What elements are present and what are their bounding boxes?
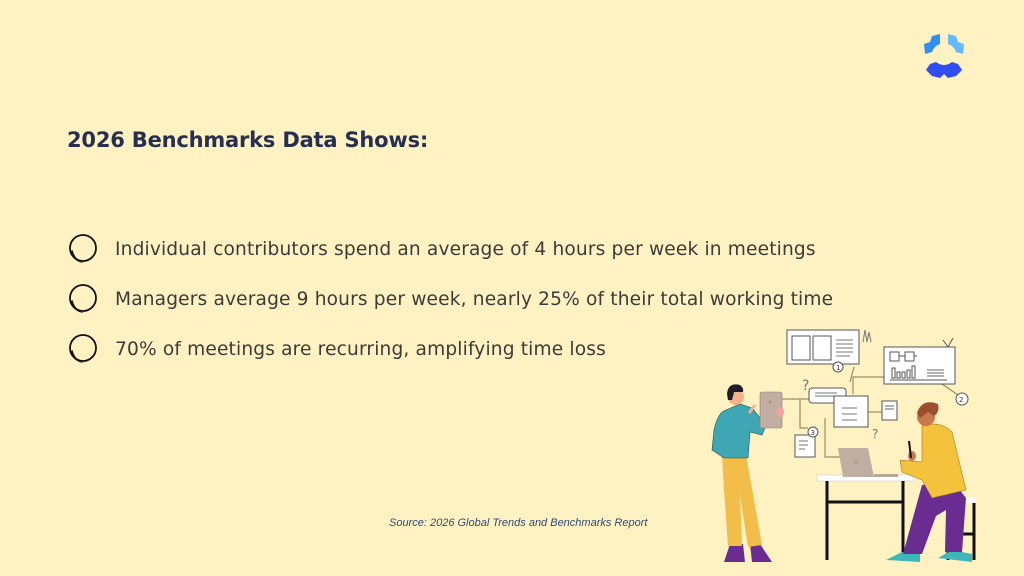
bullet-item: Individual contributors spend an average… — [66, 224, 833, 274]
bullet-text: 70% of meetings are recurring, amplifyin… — [115, 338, 606, 360]
board-2 — [883, 337, 956, 385]
brand-logo-icon — [924, 34, 964, 78]
person-left — [711, 384, 784, 562]
bullet-text: Managers average 9 hours per week, nearl… — [115, 288, 834, 310]
person-right — [886, 402, 976, 562]
bullet-item: Managers average 9 hours per week, nearl… — [66, 274, 833, 324]
step-label-1: 1 — [836, 364, 840, 372]
collaboration-illustration: 1 2 3 ? ? — [711, 329, 976, 562]
slide-title: 2026 Benchmarks Data Shows: — [67, 128, 429, 152]
bullet-item: 70% of meetings are recurring, amplifyin… — [66, 324, 833, 374]
step-label-2: 2 — [959, 396, 963, 404]
bullet-text: Individual contributors spend an average… — [115, 238, 816, 260]
desk — [816, 448, 914, 560]
circle-bullet-icon — [69, 334, 97, 363]
circle-bullet-icon — [69, 234, 97, 263]
circle-bullet-icon — [69, 284, 97, 313]
svg-text:?: ? — [872, 427, 878, 441]
svg-text:?: ? — [802, 378, 809, 394]
bullet-list: Individual contributors spend an average… — [66, 224, 833, 374]
step-label-3: 3 — [811, 429, 815, 437]
source-citation: Source: 2026 Global Trends and Benchmark… — [389, 517, 648, 529]
board-1 — [786, 329, 860, 365]
connector-lines — [778, 366, 959, 458]
